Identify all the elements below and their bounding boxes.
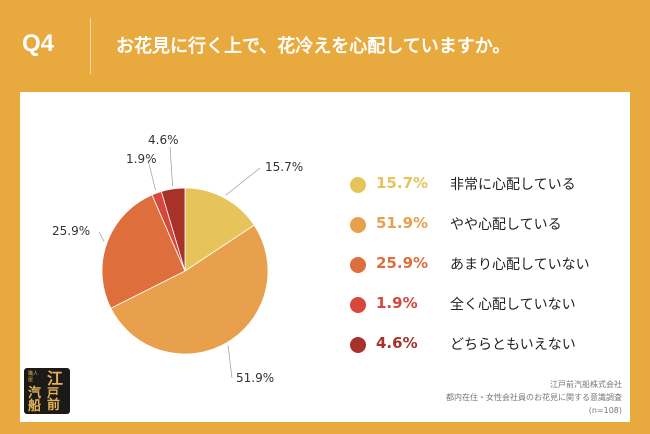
leader-line bbox=[169, 146, 173, 186]
footer-sample-size: (n=108) bbox=[588, 406, 622, 415]
pie-slice bbox=[184, 187, 255, 272]
legend-label: あまり心配していない bbox=[450, 257, 590, 273]
footer-survey: 都内在住・女性会社員のお花見に関する意識調査 bbox=[446, 393, 622, 402]
legend-swatch bbox=[350, 337, 366, 353]
leader-line bbox=[227, 345, 233, 379]
slice-value-label: 4.6% bbox=[148, 133, 179, 147]
pie-slice bbox=[110, 224, 269, 355]
company-logo: 職人屋 江 戸 前 汽 船 bbox=[24, 368, 70, 414]
logo-char: 戸 bbox=[47, 386, 60, 400]
footer-company: 江戸前汽船株式会社 bbox=[550, 380, 622, 389]
slice-value-label: 15.7% bbox=[265, 160, 303, 174]
header-divider bbox=[90, 18, 91, 74]
legend-label: どちらともいえない bbox=[450, 337, 576, 353]
question-text: お花見に行く上で、花冷えを心配していますか。 bbox=[116, 36, 511, 57]
legend-swatch bbox=[350, 257, 366, 273]
legend-swatch bbox=[350, 297, 366, 313]
legend: 15.7% 非常に心配している 51.9% やや心配している 25.9% あまり… bbox=[350, 172, 620, 372]
legend-label: やや心配している bbox=[450, 217, 562, 233]
legend-value: 1.9% bbox=[376, 294, 418, 312]
slice-value-label: 1.9% bbox=[126, 152, 157, 166]
legend-swatch bbox=[350, 177, 366, 193]
logo-char: 前 bbox=[47, 398, 61, 413]
chart-panel: 15.7% 51.9% 25.9% 1.9% 4.6% 15.7% 非常に心配している … bbox=[20, 92, 630, 422]
legend-value: 25.9% bbox=[376, 254, 429, 272]
leader-line bbox=[98, 231, 105, 242]
logo-char: 汽 bbox=[28, 386, 42, 401]
leader-line bbox=[147, 159, 156, 191]
legend-swatch bbox=[350, 217, 366, 233]
pie-slice bbox=[160, 187, 186, 272]
logo-char: 江 bbox=[47, 369, 64, 388]
legend-label: 全く心配していない bbox=[450, 297, 576, 313]
question-number: Q4 bbox=[22, 30, 55, 57]
slice-value-label: 51.9% bbox=[236, 371, 274, 385]
pie-chart: 15.7% 51.9% 25.9% 1.9% 4.6% bbox=[52, 133, 303, 385]
legend-item: 25.9% あまり心配していない bbox=[350, 252, 620, 292]
legend-item: 1.9% 全く心配していない bbox=[350, 292, 620, 332]
legend-label: 非常に心配している bbox=[450, 177, 576, 193]
legend-value: 4.6% bbox=[376, 334, 418, 352]
legend-item: 4.6% どちらともいえない bbox=[350, 332, 620, 372]
legend-item: 51.9% やや心配している bbox=[350, 212, 620, 252]
footer-note: 江戸前汽船株式会社 都内在住・女性会社員のお花見に関する意識調査 (n=108) bbox=[446, 378, 622, 417]
legend-item: 15.7% 非常に心配している bbox=[350, 172, 620, 212]
header-bar: Q4 お花見に行く上で、花冷えを心配していますか。 bbox=[0, 0, 650, 92]
logo-small-text: 職人屋 bbox=[28, 371, 39, 383]
legend-value: 51.9% bbox=[376, 214, 429, 232]
legend-value: 15.7% bbox=[376, 174, 429, 192]
slice-value-label: 25.9% bbox=[52, 224, 90, 238]
logo-char: 船 bbox=[28, 399, 42, 414]
leader-line bbox=[225, 167, 261, 196]
